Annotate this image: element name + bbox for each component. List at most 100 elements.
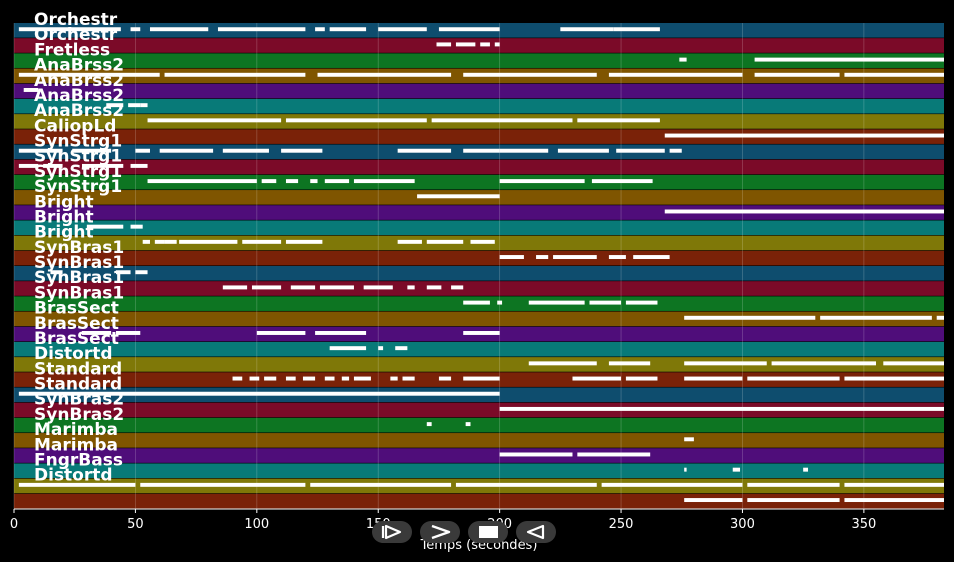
- notes-layer: [18, 27, 944, 503]
- note-mark: [390, 376, 398, 381]
- note-mark: [844, 376, 944, 381]
- note-mark: [747, 376, 840, 381]
- note-mark: [747, 482, 840, 487]
- note-mark: [315, 331, 367, 335]
- note-mark: [249, 376, 260, 381]
- note-mark: [319, 285, 354, 290]
- lane-label: SynStrg1: [34, 177, 122, 197]
- note-mark: [140, 103, 148, 108]
- lane-band: [14, 53, 944, 68]
- x-tick-label: 0: [10, 517, 18, 532]
- note-mark: [179, 239, 238, 244]
- note-mark: [43, 163, 63, 168]
- note-mark: [147, 118, 282, 123]
- note-mark: [222, 148, 269, 153]
- rewind-button[interactable]: [372, 521, 412, 543]
- note-mark: [465, 422, 471, 427]
- note-mark: [261, 179, 277, 184]
- note-mark: [353, 179, 415, 184]
- lane-label: AnaBrss2: [34, 101, 124, 121]
- note-mark: [130, 163, 148, 168]
- note-mark: [844, 498, 944, 503]
- note-mark: [281, 148, 323, 153]
- note-mark: [684, 361, 767, 366]
- note-mark: [679, 57, 687, 62]
- note-mark: [463, 331, 500, 335]
- note-mark: [844, 482, 944, 487]
- play-button[interactable]: [420, 521, 460, 543]
- note-mark: [135, 270, 148, 275]
- note-mark: [18, 72, 160, 77]
- lane-label: BrasSect: [34, 299, 119, 319]
- lane-label: Marimba: [34, 435, 118, 455]
- note-mark: [591, 179, 653, 184]
- note-mark: [684, 376, 743, 381]
- note-mark: [164, 72, 306, 77]
- x-tick-label: 250: [609, 517, 634, 532]
- note-mark: [285, 376, 296, 381]
- note-mark: [499, 255, 524, 260]
- play-icon: [431, 524, 451, 540]
- note-mark: [499, 179, 585, 184]
- lane-band: [14, 311, 944, 327]
- note-mark: [18, 391, 500, 396]
- note-mark: [310, 482, 452, 487]
- lane-label: Standard: [34, 375, 122, 395]
- back-icon: [526, 524, 545, 540]
- note-mark: [589, 300, 622, 305]
- note-mark: [135, 148, 150, 153]
- note-mark: [154, 239, 165, 244]
- lane-label: SynStrg1: [34, 162, 122, 182]
- note-mark: [290, 285, 316, 290]
- note-mark: [803, 467, 809, 472]
- lane-label: SynBras1: [34, 238, 124, 258]
- lane-band: [14, 433, 944, 448]
- note-mark: [577, 118, 660, 123]
- note-mark: [353, 376, 371, 381]
- lane-label: AnaBrss2: [34, 56, 124, 76]
- lane-label: Orchestr: [34, 10, 118, 30]
- note-mark: [463, 148, 500, 153]
- note-mark: [315, 27, 325, 32]
- note-mark: [557, 148, 609, 153]
- lane-label: Bright: [34, 207, 94, 227]
- note-mark: [324, 179, 350, 184]
- note-mark: [669, 148, 682, 153]
- lane-band: [14, 83, 944, 99]
- note-mark: [470, 239, 495, 244]
- note-mark: [608, 255, 626, 260]
- stop-button[interactable]: [468, 521, 508, 543]
- note-mark: [499, 406, 944, 411]
- lane-band: [14, 174, 944, 190]
- note-mark: [499, 452, 573, 457]
- note-mark: [363, 285, 393, 290]
- note-mark: [341, 376, 350, 381]
- note-mark: [577, 452, 651, 457]
- note-mark: [438, 376, 452, 381]
- note-mark: [81, 163, 124, 168]
- note-mark: [883, 361, 944, 366]
- note-mark: [232, 376, 243, 381]
- note-mark: [820, 315, 932, 320]
- back-button[interactable]: [516, 521, 556, 543]
- note-mark: [754, 72, 840, 77]
- note-mark: [159, 148, 214, 153]
- note-mark: [251, 285, 282, 290]
- lane-labels-layer: OrchestrOrchestrFretlessAnaBrss2AnaBrss2…: [34, 10, 124, 486]
- note-mark: [528, 361, 597, 366]
- lane-band: [14, 493, 944, 509]
- note-mark: [536, 255, 549, 260]
- note-mark: [560, 27, 614, 32]
- x-tick-label: 100: [244, 517, 269, 532]
- note-mark: [572, 376, 622, 381]
- note-mark: [684, 437, 694, 442]
- lanes-layer: [14, 23, 944, 509]
- note-mark: [217, 27, 306, 32]
- lane-label: SynBras2: [34, 390, 124, 410]
- note-mark: [397, 239, 422, 244]
- note-mark: [436, 42, 452, 47]
- note-mark: [771, 361, 877, 366]
- lane-band: [14, 266, 944, 281]
- lane-band: [14, 220, 944, 236]
- note-mark: [256, 331, 306, 335]
